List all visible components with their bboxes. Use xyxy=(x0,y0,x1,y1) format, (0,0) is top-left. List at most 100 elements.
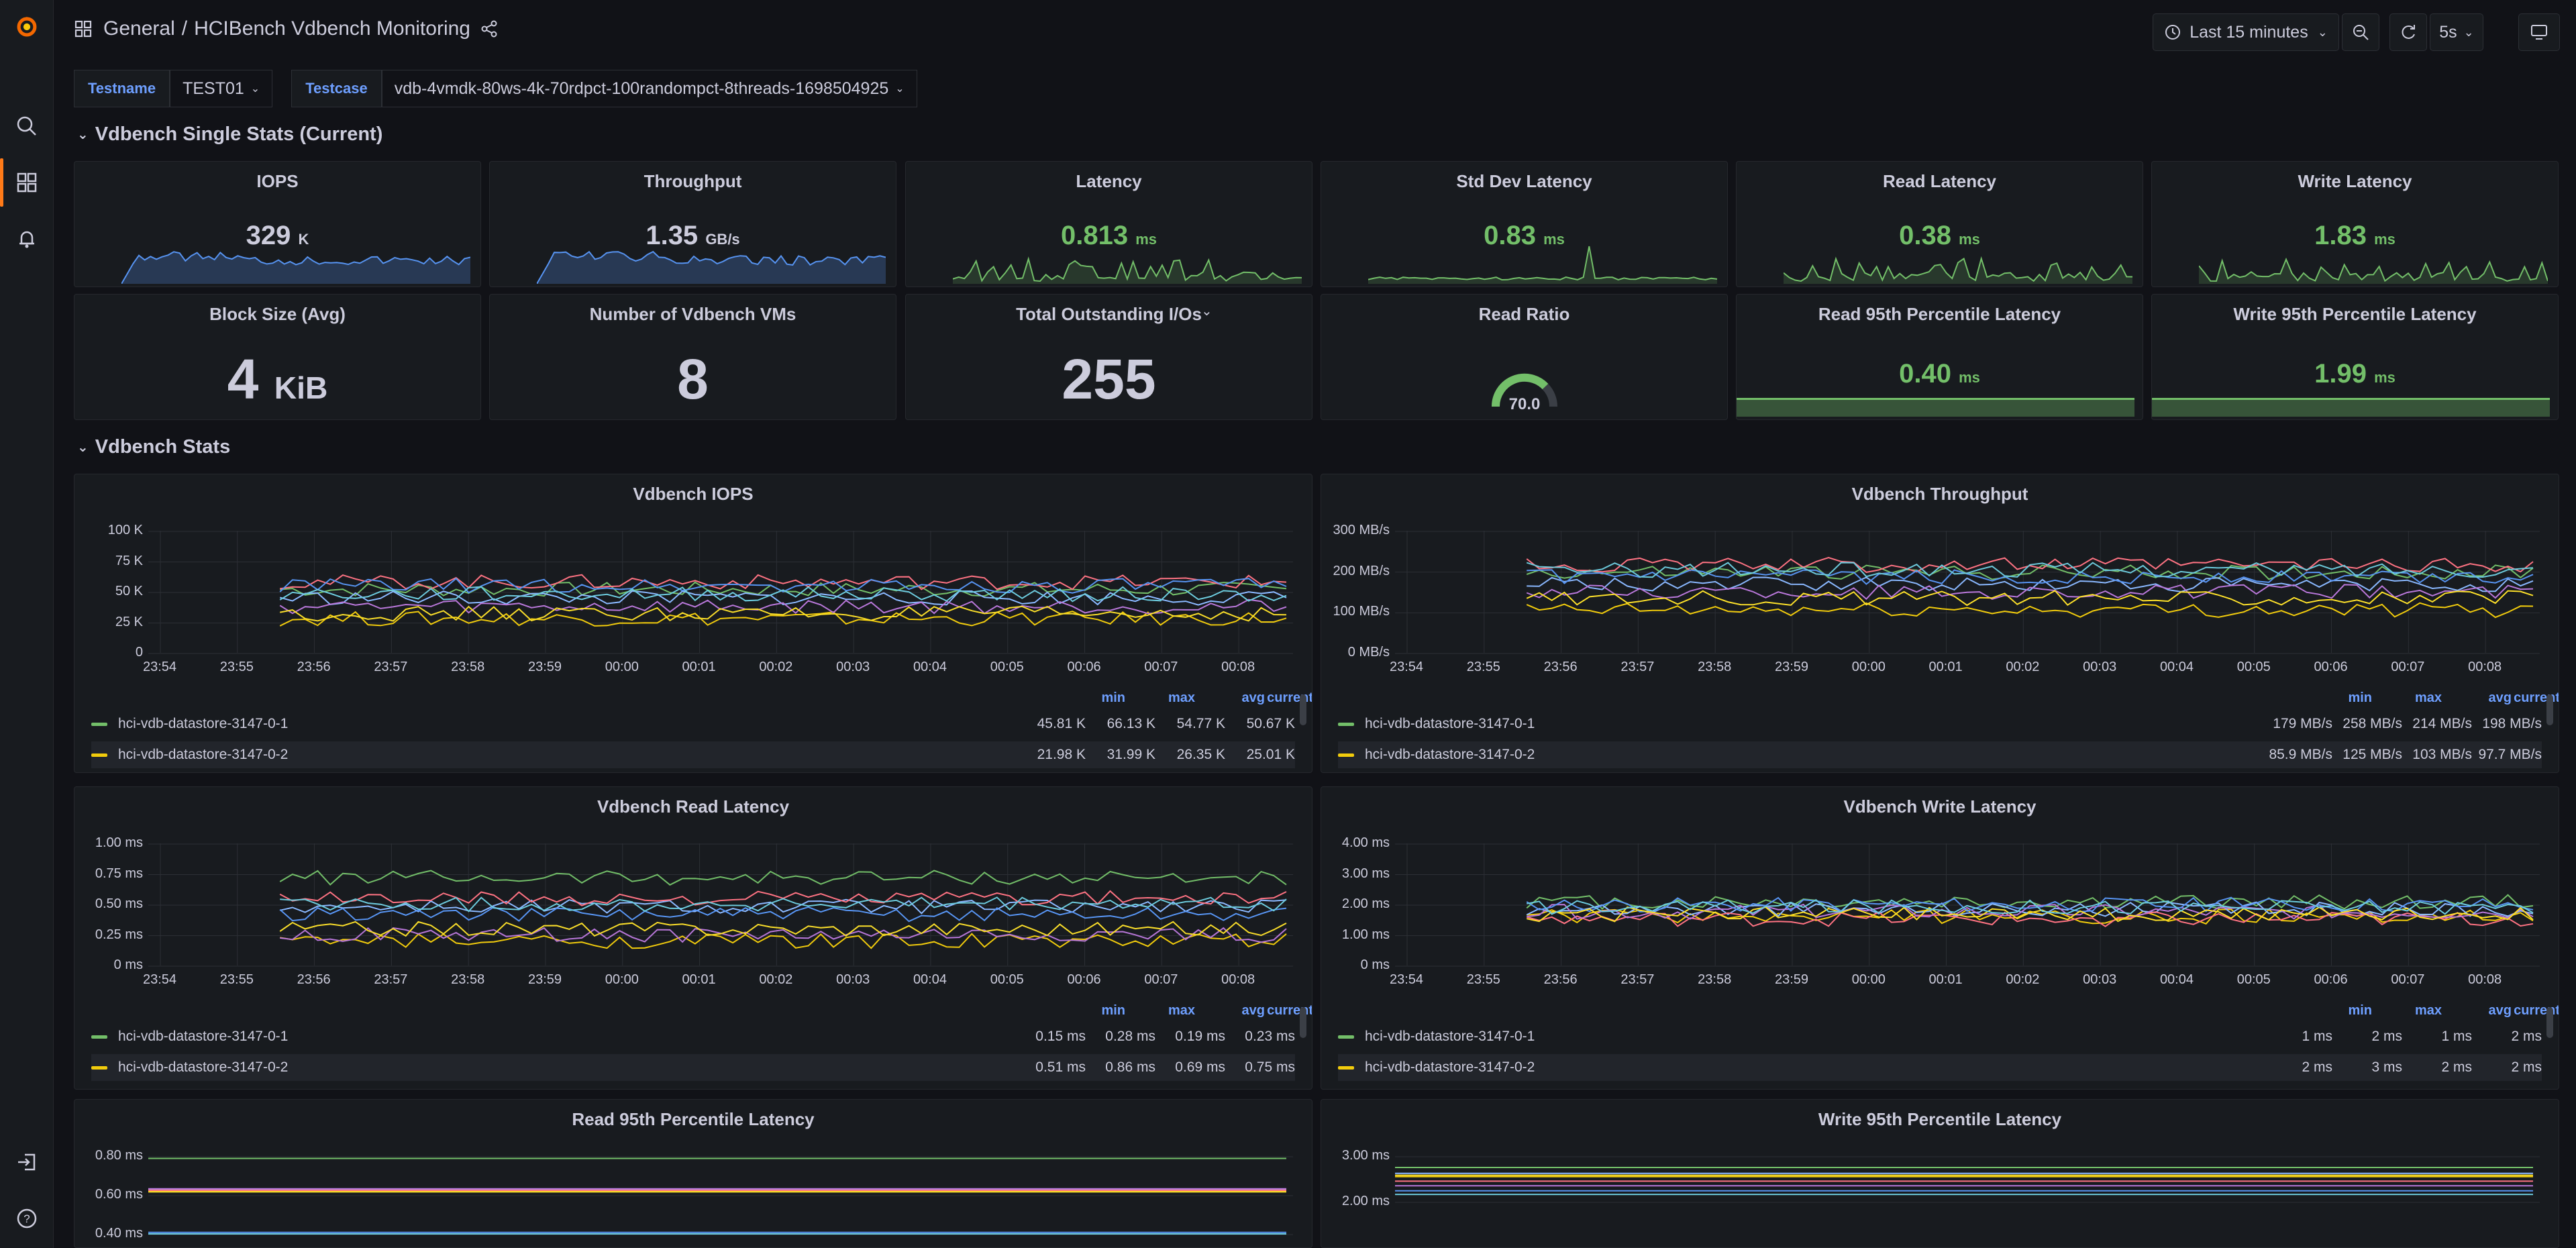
legend-series-name: hci-vdb-datastore-3147-0-2 xyxy=(118,747,289,762)
active-nav-indicator xyxy=(0,158,3,207)
stat-unit: ms xyxy=(1959,369,1980,386)
legend-swatch xyxy=(1338,753,1354,757)
alerting-bell-icon[interactable] xyxy=(13,225,40,252)
stat-panel[interactable]: Number of Vdbench VMs 8 xyxy=(489,294,896,420)
legend-min-value: 85.9 MB/s xyxy=(2269,747,2332,762)
legend-header[interactable]: avg xyxy=(1241,690,1265,705)
legend-scrollbar[interactable] xyxy=(1300,694,1306,725)
y-tick-label: 4.00 ms xyxy=(1341,835,1390,850)
stat-panel[interactable]: Latency 0.813 ms xyxy=(905,161,1312,287)
legend-avg-value: 103 MB/s xyxy=(2412,747,2472,762)
legend-header[interactable]: avg xyxy=(2488,1003,2512,1018)
legend-header[interactable]: max xyxy=(2414,690,2442,705)
panel-title: Latency xyxy=(1076,171,1142,191)
x-tick-label: 00:02 xyxy=(759,660,793,674)
legend-row[interactable]: hci-vdb-datastore-3147-0-1 179 MB/s 258 MB… xyxy=(1338,711,2542,737)
var-select-testname[interactable]: TEST01 ⌄ xyxy=(170,70,273,107)
breadcrumb-folder[interactable]: General xyxy=(103,17,175,40)
stat-panel[interactable]: Write 95th Percentile Latency 1.99 ms xyxy=(2151,294,2559,420)
series-line xyxy=(280,927,1287,943)
legend-header[interactable]: min xyxy=(1101,690,1125,705)
legend-max-value: 258 MB/s xyxy=(2342,716,2402,731)
legend-scrollbar[interactable] xyxy=(1300,1007,1306,1038)
share-icon[interactable] xyxy=(480,19,499,38)
legend-row[interactable]: hci-vdb-datastore-3147-0-2 0.51 ms 0.86 ms… xyxy=(91,1054,1295,1081)
sign-in-icon[interactable] xyxy=(13,1149,40,1176)
panel-title: Throughput xyxy=(643,171,742,191)
timeseries-panel[interactable]: Vdbench Throughput 300 MB/s 200 MB/s 100 MB… xyxy=(1321,474,2559,773)
legend-row[interactable]: hci-vdb-datastore-3147-0-1 0.15 ms 0.28 ms… xyxy=(91,1023,1295,1050)
row-header-single-stats[interactable]: ⌄ Vdbench Single Stats (Current) xyxy=(77,123,382,146)
refresh-interval-picker[interactable]: 5s ⌄ xyxy=(2430,13,2483,51)
legend-header[interactable]: max xyxy=(2414,1003,2442,1018)
search-icon[interactable] xyxy=(13,113,40,140)
monitor-icon xyxy=(2531,25,2547,40)
stat-panel[interactable]: IOPS 329 K xyxy=(74,161,481,287)
y-tick-label: 0.25 ms xyxy=(95,927,143,942)
legend-row[interactable]: hci-vdb-datastore-3147-0-2 2 ms 3 ms 2 ms 2 … xyxy=(1338,1054,2542,1081)
legend-avg-value: 214 MB/s xyxy=(2412,716,2472,731)
series-line xyxy=(280,605,1287,622)
grafana-logo-icon[interactable] xyxy=(13,13,40,40)
stat-panel[interactable]: Block Size (Avg) 4 KiB xyxy=(74,294,481,420)
y-tick-label: 3.00 ms xyxy=(1341,866,1390,881)
legend-header[interactable]: avg xyxy=(2488,690,2512,705)
legend-scrollbar[interactable] xyxy=(2546,1007,2553,1038)
refresh-button[interactable] xyxy=(2389,13,2427,51)
timeseries-panel[interactable]: Vdbench IOPS 100 K 75 K 50 K 25 K 0 23:54 23:55… xyxy=(74,474,1312,773)
x-tick-label: 00:05 xyxy=(2236,972,2271,987)
plot-area xyxy=(148,843,1293,967)
legend-max-value: 2 ms xyxy=(2371,1029,2402,1044)
time-range-picker[interactable]: Last 15 minutes ⌄ xyxy=(2153,13,2339,51)
tv-mode-button[interactable] xyxy=(2518,13,2560,51)
chevron-down-icon[interactable]: ⌄ xyxy=(1201,304,1213,319)
legend-header[interactable]: max xyxy=(1168,690,1195,705)
sparkline xyxy=(1784,256,2132,284)
row-header-stats[interactable]: ⌄ Vdbench Stats xyxy=(77,436,230,458)
legend-header[interactable]: avg xyxy=(1241,1003,1265,1018)
legend-header[interactable]: min xyxy=(1101,1003,1125,1018)
dashboard-title[interactable]: HCIBench Vdbench Monitoring xyxy=(194,17,470,40)
legend-row[interactable]: hci-vdb-datastore-3147-0-1 45.81 K 66.13 K… xyxy=(91,711,1295,737)
stat-unit: ms xyxy=(2374,231,2395,248)
sparkline-area xyxy=(537,252,886,284)
stat-panel[interactable]: Read Latency 0.38 ms xyxy=(1736,161,2143,287)
legend-row[interactable]: hci-vdb-datastore-3147-0-2 85.9 MB/s 125 M… xyxy=(1338,741,2542,768)
sparkline-line xyxy=(953,256,1302,282)
stat-unit: KiB xyxy=(274,370,328,405)
stat-panel[interactable]: Write Latency 1.83 ms xyxy=(2151,161,2559,287)
x-tick-label: 00:03 xyxy=(836,660,870,674)
stat-number: 329 xyxy=(246,221,291,250)
help-icon[interactable]: ? xyxy=(13,1205,40,1232)
var-value-testname: TEST01 xyxy=(183,79,244,98)
legend-scrollbar[interactable] xyxy=(2546,694,2553,725)
timeseries-panel[interactable]: Write 95th Percentile Latency 3.00 ms 2.00… xyxy=(1321,1099,2559,1248)
legend-header[interactable]: max xyxy=(1168,1003,1195,1018)
row-title: Vdbench Single Stats (Current) xyxy=(95,123,383,145)
timeseries-panel[interactable]: Read 95th Percentile Latency 0.80 ms 0.60 … xyxy=(74,1099,1312,1248)
x-tick-label: 23:54 xyxy=(1390,660,1424,674)
var-select-testcase[interactable]: vdb-4vmdk-80ws-4k-70rdpct-100randompct-8… xyxy=(381,70,917,107)
legend-header[interactable]: min xyxy=(2348,690,2372,705)
stat-panel[interactable]: Total Outstanding I/Os ⌄ 255 xyxy=(905,294,1312,420)
x-tick-label: 23:57 xyxy=(1620,972,1655,987)
stat-panel[interactable]: Read 95th Percentile Latency 0.40 ms xyxy=(1736,294,2143,420)
stat-panel[interactable]: Read Ratio 70.0 xyxy=(1321,294,1728,420)
legend-header[interactable]: min xyxy=(2348,1003,2372,1018)
dashboards-icon[interactable] xyxy=(13,169,40,196)
stat-unit: ms xyxy=(2374,369,2395,386)
stat-panel[interactable]: Std Dev Latency 0.83 ms xyxy=(1321,161,1728,287)
zoom-out-button[interactable] xyxy=(2342,13,2379,51)
x-tick-label: 23:55 xyxy=(219,660,254,674)
y-tick-label: 0.60 ms xyxy=(95,1187,143,1202)
legend-series-name: hci-vdb-datastore-3147-0-2 xyxy=(1365,747,1535,762)
stat-number: 1.99 xyxy=(2314,359,2367,388)
y-tick-label: 0 xyxy=(135,645,143,660)
x-tick-label: 23:54 xyxy=(1390,972,1424,987)
timeseries-panel[interactable]: Vdbench Write Latency 4.00 ms 3.00 ms 2.00 … xyxy=(1321,786,2559,1090)
legend-row[interactable]: hci-vdb-datastore-3147-0-1 1 ms 2 ms 1 ms 2 … xyxy=(1338,1023,2542,1050)
stat-panel[interactable]: Throughput 1.35 GB/s xyxy=(489,161,896,287)
timeseries-panel[interactable]: Vdbench Read Latency 1.00 ms 0.75 ms 0.50 m… xyxy=(74,786,1312,1090)
stat-value: 0.40 ms xyxy=(1737,359,2143,389)
legend-row[interactable]: hci-vdb-datastore-3147-0-2 21.98 K 31.99 K… xyxy=(91,741,1295,768)
